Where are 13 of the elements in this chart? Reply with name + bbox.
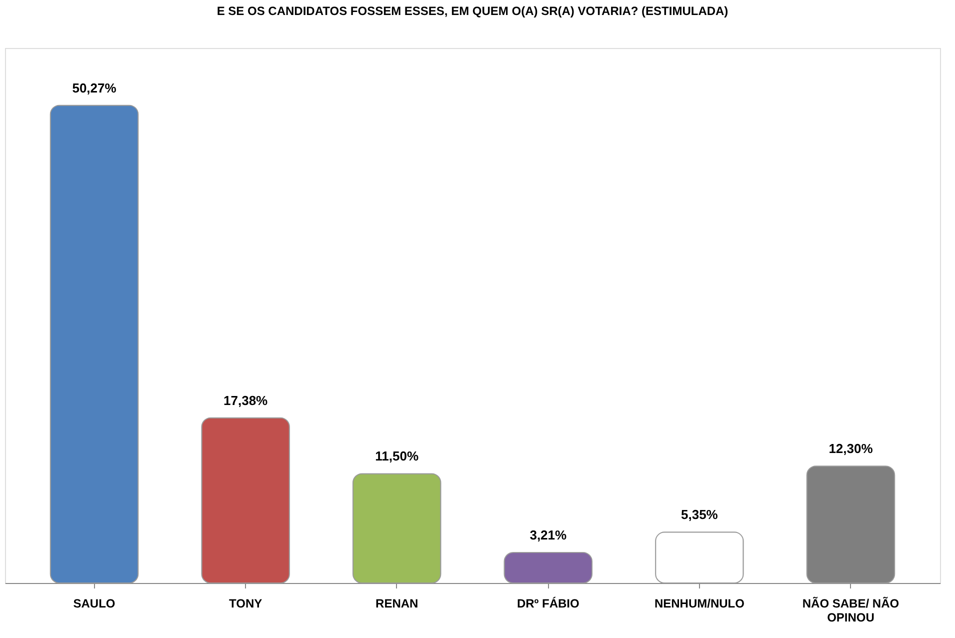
data-label: 11,50%: [375, 448, 419, 464]
x-tick-label: SAULO: [73, 596, 116, 610]
data-label: 50,27%: [72, 80, 117, 96]
x-tick-label: NÃO SABE/ NÃO OPINOU: [802, 596, 900, 624]
data-label: 17,38%: [224, 392, 268, 408]
x-tick-label: RENAN: [376, 596, 418, 610]
x-tick-label: DRº FÁBIO: [516, 596, 580, 610]
chart-title: E SE OS CANDIDATOS FOSSEM ESSES, EM QUEM O(A) SR(A) VOTARIA? (ESTIMULADA): [216, 4, 728, 18]
data-label: 12,30%: [828, 441, 874, 456]
x-tick-label: TONY: [228, 596, 262, 610]
data-label: 5,35%: [681, 507, 718, 522]
data-label: 3,21%: [530, 528, 568, 542]
x-tick-label: NENHUM/NULO: [654, 596, 744, 610]
